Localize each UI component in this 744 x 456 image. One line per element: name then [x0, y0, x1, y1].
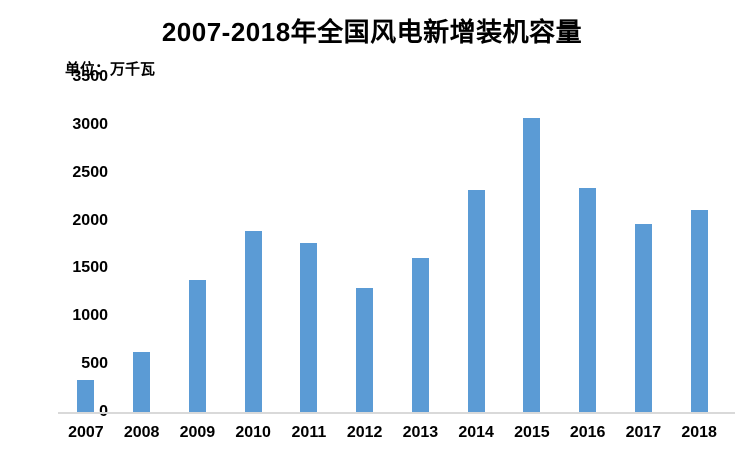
y-axis-tick-label: 3000 [72, 115, 108, 133]
x-axis-tick-label: 2012 [346, 424, 383, 441]
y-axis-tick-label: 500 [81, 355, 108, 373]
x-axis-tick-label: 2008 [123, 424, 160, 441]
plot-area: 0 500 1000 1500 2000 2500 3000 3500 2007 2008 200… [58, 68, 735, 441]
bar-2012 [356, 287, 374, 412]
y-axis-tick-label: 2000 [72, 211, 108, 229]
chart-title: 2007-2018年全国风电新增装机容量 [161, 17, 583, 47]
y-axis-tick-label: 3500 [72, 68, 108, 85]
bar-2008 [133, 352, 151, 412]
bar-2017 [634, 223, 652, 412]
bar-2016 [579, 188, 597, 412]
x-axis-tick-label: 2017 [625, 424, 662, 441]
x-axis-tick-label: 2015 [514, 424, 550, 441]
bar-2013 [411, 257, 429, 412]
x-axis-tick-label: 2011 [291, 424, 327, 441]
x-axis-tick-label: 2014 [458, 424, 494, 441]
bar-2010 [244, 230, 262, 412]
y-axis-tick-label: 1500 [72, 259, 108, 277]
x-axis-tick-label: 2009 [179, 424, 216, 441]
y-axis-tick-label: 0 [58, 403, 108, 421]
x-axis-line [58, 412, 735, 414]
y-axis-tick-label: 1000 [72, 307, 108, 325]
bar-2015 [523, 117, 541, 412]
unit-label: 单位：万千瓦 [65, 61, 156, 78]
bar-2011 [300, 243, 318, 412]
bar-2009 [188, 279, 206, 412]
bar-2014 [467, 189, 485, 412]
bar-2007 [77, 380, 95, 412]
bar-2018 [690, 209, 708, 412]
x-axis-tick-label: 2010 [235, 424, 271, 441]
x-axis-tick-label: 2013 [402, 424, 439, 441]
y-axis-tick-label: 2500 [72, 163, 108, 181]
x-axis-tick-label: 2018 [681, 424, 717, 441]
x-axis-tick-label: 2007 [68, 424, 104, 441]
x-axis-tick-label: 2016 [569, 424, 606, 441]
